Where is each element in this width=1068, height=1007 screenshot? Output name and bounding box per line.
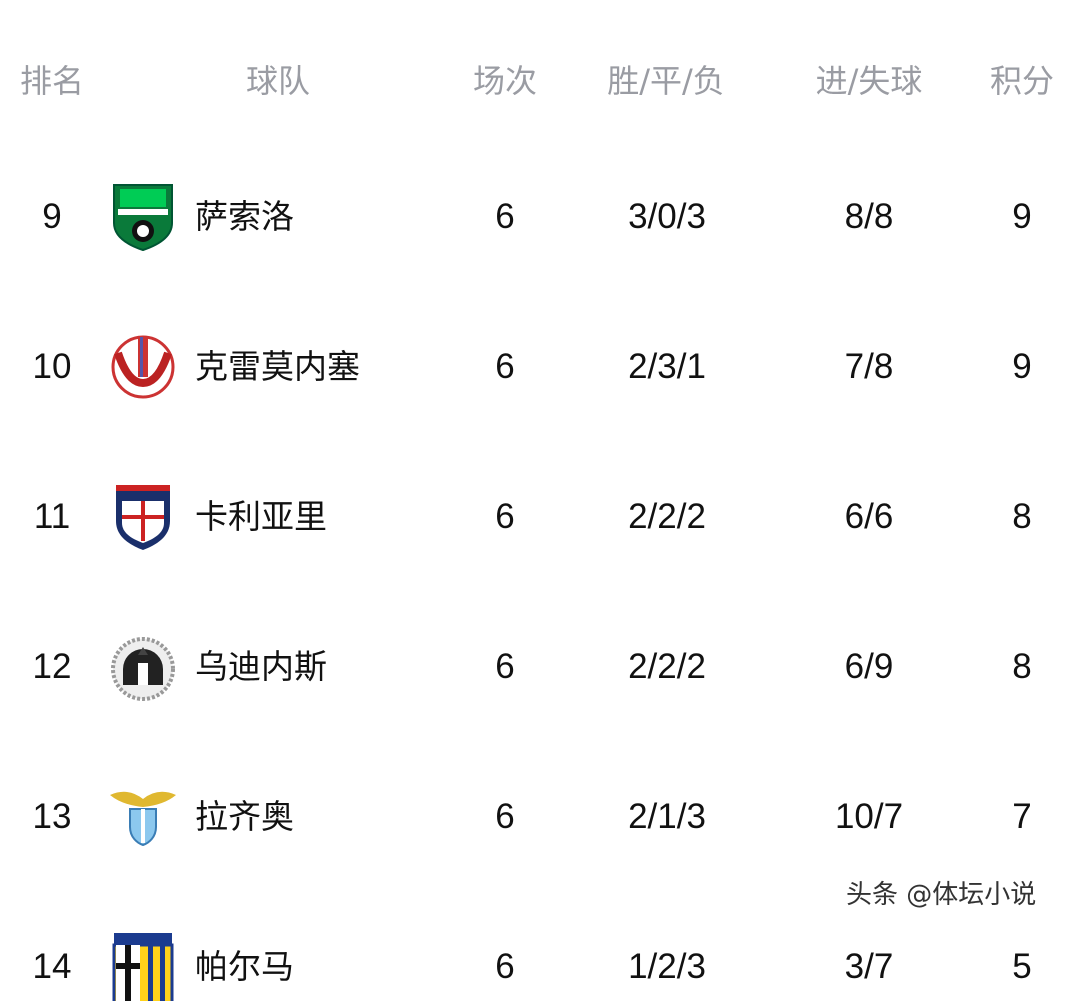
header-played: 场次 <box>472 62 538 100</box>
goals: 6/9 <box>844 647 894 686</box>
watermark: 头条 @体坛小说 <box>846 880 1037 910</box>
wdl: 2/2/2 <box>628 647 706 686</box>
wdl: 3/0/3 <box>628 197 706 236</box>
lazio-logo <box>108 783 178 851</box>
header-team: 球队 <box>245 62 311 100</box>
goals: 8/8 <box>844 197 894 236</box>
header-points: 积分 <box>989 62 1055 100</box>
table-row[interactable]: 10 克雷莫内塞 6 2/3/1 7/8 9 <box>0 327 1068 407</box>
team-name[interactable]: 帕尔马 <box>195 947 294 986</box>
played: 6 <box>495 347 515 386</box>
wdl: 2/3/1 <box>628 347 706 386</box>
parma-logo <box>108 933 178 1007</box>
rank: 10 <box>32 347 72 386</box>
table-row[interactable]: 14 帕尔马 6 1/2/3 3/7 5 <box>0 927 1068 1007</box>
cagliari-logo <box>108 483 178 551</box>
team-name[interactable]: 萨索洛 <box>195 197 294 236</box>
team-name[interactable]: 卡利亚里 <box>195 497 327 536</box>
rank: 14 <box>32 947 72 986</box>
header-rank: 排名 <box>19 62 85 100</box>
points: 9 <box>1012 197 1032 236</box>
played: 6 <box>495 197 515 236</box>
goals: 3/7 <box>844 947 894 986</box>
points: 8 <box>1012 647 1032 686</box>
wdl: 1/2/3 <box>628 947 706 986</box>
rank: 13 <box>32 797 72 836</box>
played: 6 <box>495 947 515 986</box>
goals: 7/8 <box>844 347 894 386</box>
team-name[interactable]: 拉齐奥 <box>195 797 294 836</box>
table-row[interactable]: 12 乌迪内斯 6 2/2/2 6/9 8 <box>0 627 1068 707</box>
wdl: 2/1/3 <box>628 797 706 836</box>
played: 6 <box>495 497 515 536</box>
team-name[interactable]: 乌迪内斯 <box>195 647 327 686</box>
played: 6 <box>495 647 515 686</box>
header-goals: 进/失球 <box>815 62 923 100</box>
team-name[interactable]: 克雷莫内塞 <box>195 347 360 386</box>
played: 6 <box>495 797 515 836</box>
rank: 12 <box>32 647 72 686</box>
table-row[interactable]: 13 拉齐奥 6 2/1/3 10/7 7 <box>0 777 1068 857</box>
header-wdl: 胜/平/负 <box>607 62 725 100</box>
udinese-logo <box>108 633 178 701</box>
sassuolo-logo <box>108 183 178 252</box>
points: 7 <box>1012 797 1032 836</box>
points: 8 <box>1012 497 1032 536</box>
goals: 6/6 <box>844 497 894 536</box>
wdl: 2/2/2 <box>628 497 706 536</box>
cremonese-logo <box>108 333 178 401</box>
table-row[interactable]: 9 萨索洛 6 3/0/3 8/8 9 <box>0 177 1068 257</box>
rank: 9 <box>42 197 62 236</box>
rank: 11 <box>33 497 71 536</box>
points: 9 <box>1012 347 1032 386</box>
points: 5 <box>1012 947 1032 986</box>
goals: 10/7 <box>834 797 904 836</box>
table-row[interactable]: 11 卡利亚里 6 2/2/2 6/6 8 <box>0 477 1068 557</box>
